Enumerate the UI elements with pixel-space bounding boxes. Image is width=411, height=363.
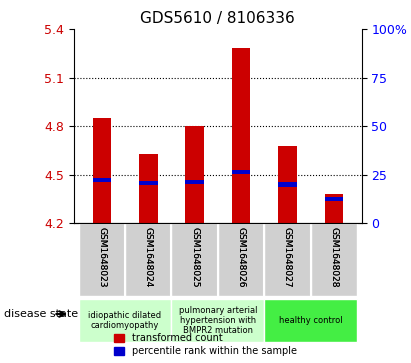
Bar <box>311 223 357 296</box>
Bar <box>185 180 204 184</box>
Bar <box>171 223 218 296</box>
Text: disease state: disease state <box>4 309 78 319</box>
Text: idiopathic dilated
cardiomyopathy: idiopathic dilated cardiomyopathy <box>88 311 162 330</box>
Text: GSM1648023: GSM1648023 <box>97 227 106 287</box>
Bar <box>232 49 250 223</box>
Text: GSM1648025: GSM1648025 <box>190 227 199 287</box>
Text: GSM1648024: GSM1648024 <box>144 227 153 287</box>
Text: GSM1648025: GSM1648025 <box>190 227 199 287</box>
Text: GSM1648026: GSM1648026 <box>237 227 245 287</box>
Text: GSM1648028: GSM1648028 <box>329 227 338 287</box>
Bar <box>264 223 311 296</box>
Legend: transformed count, percentile rank within the sample: transformed count, percentile rank withi… <box>114 333 297 356</box>
Text: GSM1648023: GSM1648023 <box>97 227 106 287</box>
Bar <box>278 183 297 187</box>
Bar <box>139 154 157 223</box>
Text: GSM1648026: GSM1648026 <box>237 227 245 287</box>
FancyBboxPatch shape <box>264 299 357 342</box>
Text: GSM1648024: GSM1648024 <box>144 227 153 287</box>
Bar <box>79 223 125 296</box>
Bar <box>218 223 264 296</box>
Bar <box>92 118 111 223</box>
Bar <box>325 194 343 223</box>
Bar <box>185 126 204 223</box>
Bar <box>325 197 343 201</box>
Text: healthy control: healthy control <box>279 316 342 325</box>
Bar <box>92 178 111 182</box>
Bar <box>139 181 157 185</box>
Text: GSM1648027: GSM1648027 <box>283 227 292 287</box>
Text: GSM1648027: GSM1648027 <box>283 227 292 287</box>
Text: GSM1648028: GSM1648028 <box>329 227 338 287</box>
Bar <box>232 170 250 174</box>
Bar <box>125 223 171 296</box>
Bar <box>278 146 297 223</box>
Text: pulmonary arterial
hypertension with
BMPR2 mutation: pulmonary arterial hypertension with BMP… <box>179 306 257 335</box>
FancyBboxPatch shape <box>79 299 171 342</box>
FancyBboxPatch shape <box>171 299 264 342</box>
Title: GDS5610 / 8106336: GDS5610 / 8106336 <box>141 12 295 26</box>
